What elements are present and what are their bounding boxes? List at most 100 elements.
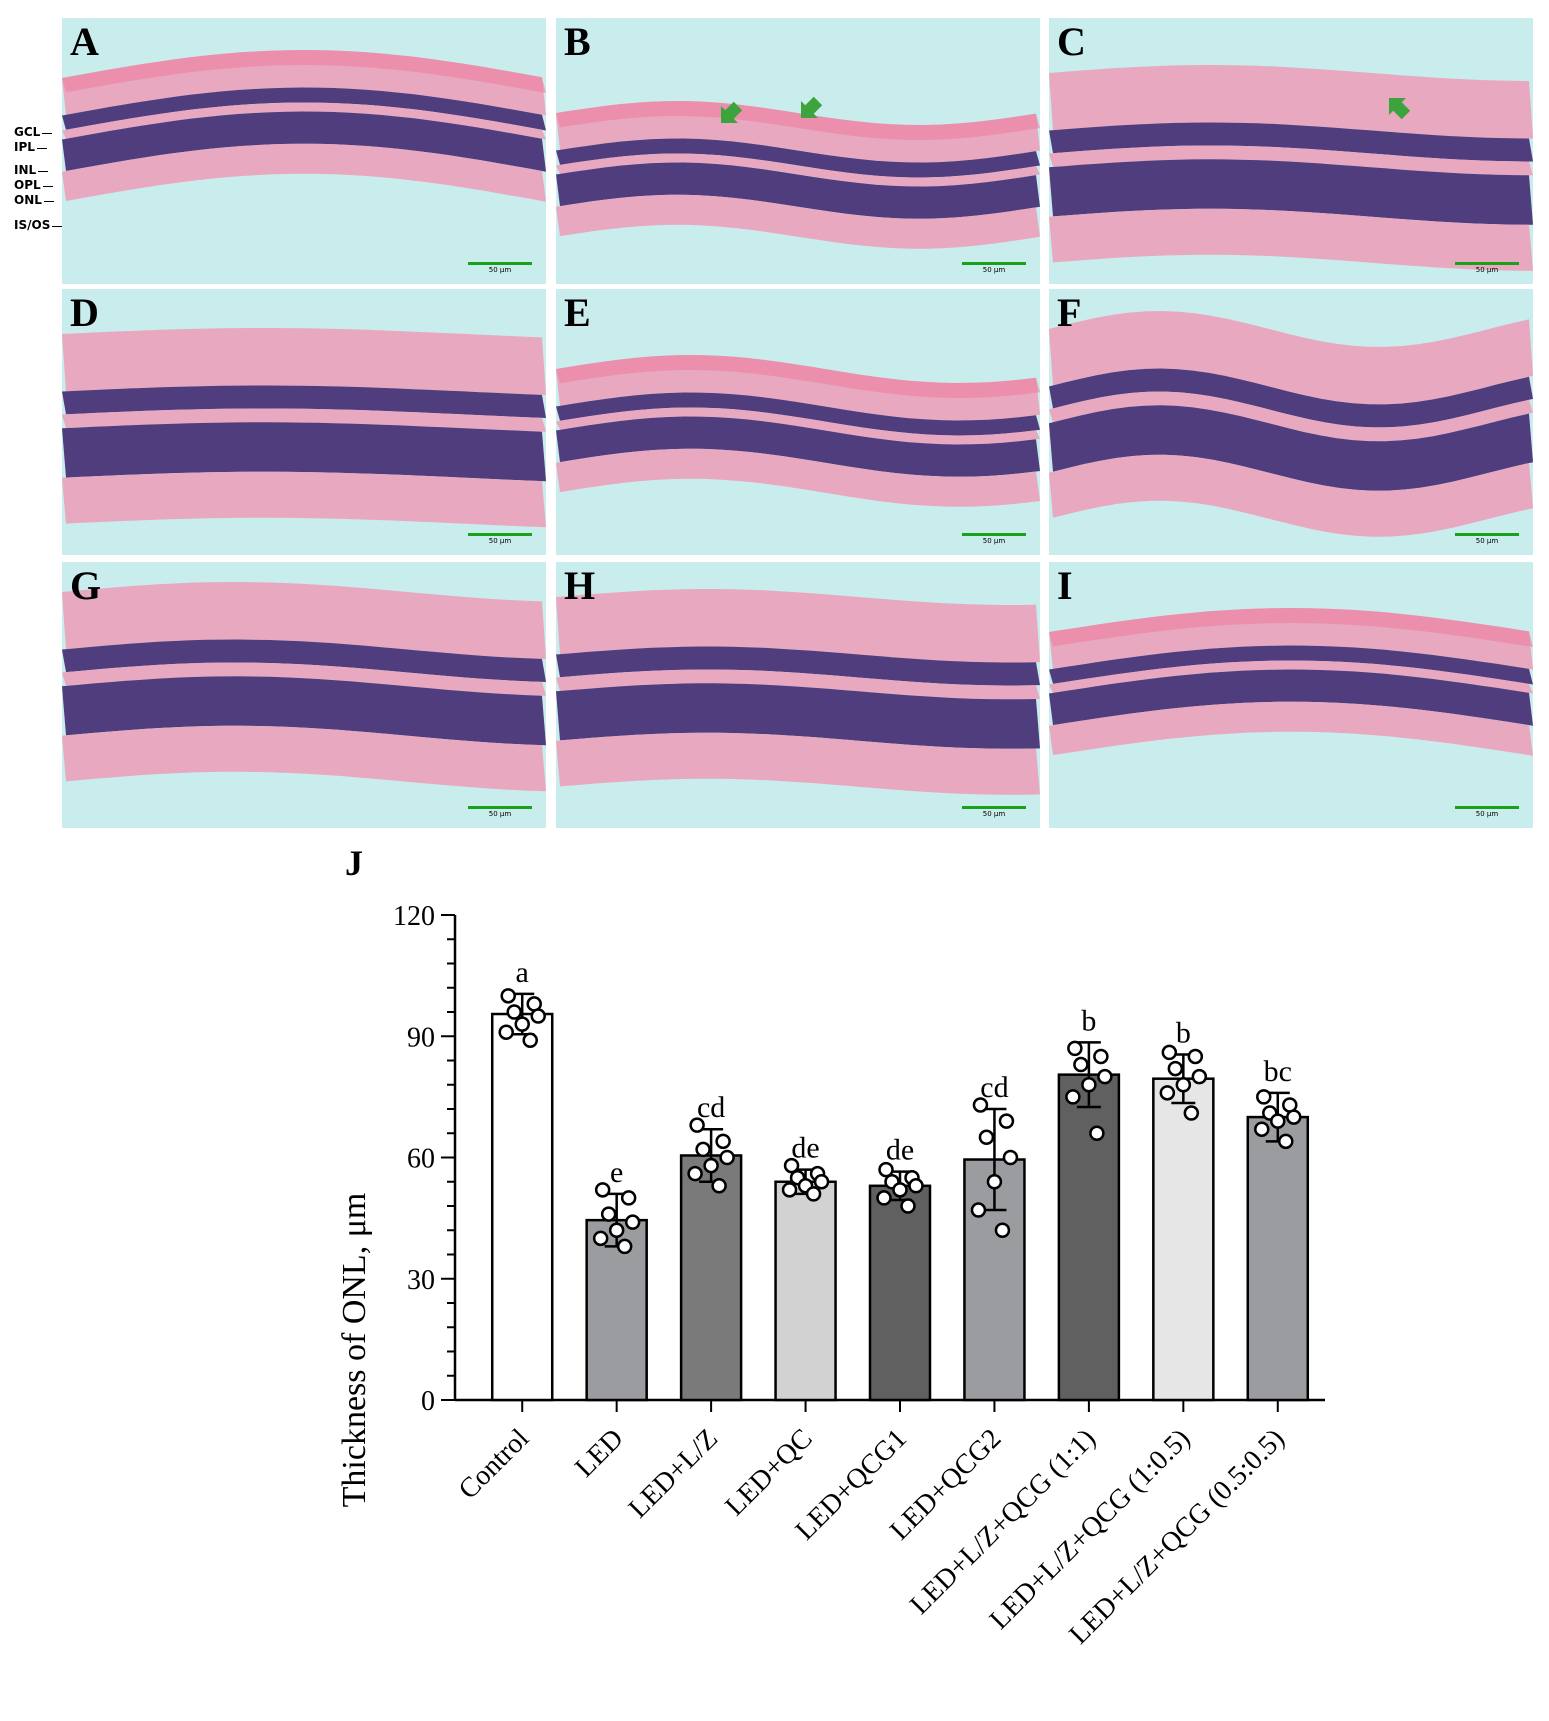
data-point [1175, 1077, 1192, 1093]
data-point [1167, 1060, 1184, 1077]
layer-label: GCL [14, 125, 53, 139]
data-point [1073, 1056, 1089, 1073]
x-tick-label: LED+QC [719, 1423, 818, 1522]
retina-layer-labels: GCL IPL INL OPL ONL IS/OS [14, 125, 74, 235]
data-point [1256, 1089, 1272, 1105]
bar [1152, 1077, 1215, 1402]
significance-letter: b [1081, 1004, 1096, 1037]
data-point [711, 1178, 727, 1194]
panel-letter: B [564, 19, 591, 64]
data-point [1093, 1048, 1109, 1065]
scale-bar-label: 50 μm [982, 266, 1006, 274]
scale-bar-label: 50 μm [1475, 266, 1499, 274]
data-point [1159, 1085, 1176, 1101]
bar [774, 1180, 837, 1402]
x-tick-label: Control [453, 1423, 536, 1506]
scale-bar: 50 μm [1455, 533, 1519, 547]
retina-section-image [1049, 562, 1533, 828]
retina-section-image [62, 289, 546, 555]
scale-bar-label: 50 μm [982, 810, 1006, 818]
retina-section-image [1049, 18, 1533, 284]
layer-label: INL [14, 163, 49, 177]
x-tick-label: LED+L/Z [623, 1423, 724, 1524]
panel-letter: H [564, 563, 596, 608]
data-point [687, 1165, 703, 1182]
data-point [908, 1178, 924, 1194]
data-point [970, 1202, 987, 1218]
data-point [616, 1238, 633, 1255]
y-tick-label: 60 [407, 1144, 435, 1175]
scale-bar: 50 μm [962, 806, 1026, 820]
data-point [530, 1008, 546, 1024]
retina-section-image [1049, 289, 1533, 555]
significance-letter: cd [697, 1091, 725, 1124]
histology-panel-g: G 50 μm [62, 562, 546, 828]
data-point [715, 1133, 731, 1150]
bar [490, 1012, 554, 1402]
layer-label: IS/OS [14, 218, 63, 232]
data-point [1286, 1109, 1302, 1125]
x-tick-label: LED+L/Z+QCG (1:1) [904, 1423, 1102, 1621]
data-point [986, 1174, 1003, 1190]
data-point [1065, 1089, 1081, 1105]
scale-bar: 50 μm [1455, 806, 1519, 820]
data-point [1191, 1068, 1208, 1085]
retina-section-image [556, 289, 1040, 555]
data-point [900, 1198, 916, 1214]
data-point [998, 1113, 1015, 1129]
bar [1246, 1115, 1310, 1402]
retina-section-image [556, 18, 1040, 284]
green-arrow-icon [1389, 98, 1411, 120]
y-tick-label: 30 [407, 1265, 435, 1296]
histology-panel-e: E 50 μm [556, 289, 1040, 555]
data-point [972, 1097, 989, 1113]
panel-letter: G [70, 563, 102, 608]
layer-label: IPL [14, 140, 47, 154]
significance-letter: de [791, 1132, 819, 1165]
x-tick-labels: Control LEDLED+L/ZLED+QCLED+QCG1LED+QCG2L… [453, 1423, 1291, 1651]
data-point [703, 1157, 719, 1174]
panel-letter: F [1057, 290, 1082, 335]
data-point [892, 1182, 908, 1198]
retina-section-image [62, 18, 546, 284]
data-point [805, 1186, 822, 1202]
significance-letter: de [886, 1134, 914, 1167]
y-axis-label: Thickness of ONL, μm [336, 1193, 373, 1508]
y-tick-label: 0 [421, 1386, 435, 1417]
histology-panel-c: C 50 μm [1049, 18, 1533, 284]
significance-letter: a [516, 956, 529, 989]
data-point [500, 988, 516, 1004]
data-point [592, 1230, 609, 1247]
data-point [1081, 1077, 1097, 1093]
data-point [813, 1174, 830, 1190]
significance-letter: e [610, 1156, 623, 1189]
data-point [719, 1149, 735, 1166]
panel-letter: A [70, 19, 99, 64]
bar [585, 1218, 648, 1402]
data-point [1002, 1149, 1019, 1166]
data-point [1270, 1113, 1286, 1129]
scale-bar: 50 μm [1455, 262, 1519, 276]
significance-letter: b [1176, 1016, 1191, 1049]
retina-section-image [556, 562, 1040, 828]
green-arrow-icon [721, 101, 743, 123]
data-point [498, 1024, 514, 1040]
data-point [1183, 1105, 1200, 1121]
onl-thickness-chart: J Thickness of ONL, μm 0 30 60 90 120 a e cd de… [336, 843, 1325, 1651]
scale-bar-label: 50 μm [488, 537, 512, 545]
histology-panel-f: F 50 μm [1049, 289, 1533, 555]
data-point [783, 1157, 800, 1174]
panel-letter: C [1057, 19, 1086, 64]
data-point [876, 1190, 892, 1206]
bar [868, 1184, 932, 1402]
scale-bar: 50 μm [468, 262, 532, 276]
panel-letter: D [70, 290, 99, 335]
data-point [1161, 1044, 1178, 1061]
chart-panel-label: J [345, 843, 363, 883]
data-point [1278, 1133, 1294, 1150]
histology-panel-i: I 50 μm [1049, 562, 1533, 828]
data-point [878, 1161, 894, 1178]
data-point [781, 1182, 798, 1198]
layer-label: OPL [14, 178, 53, 192]
data-point [1187, 1048, 1204, 1065]
